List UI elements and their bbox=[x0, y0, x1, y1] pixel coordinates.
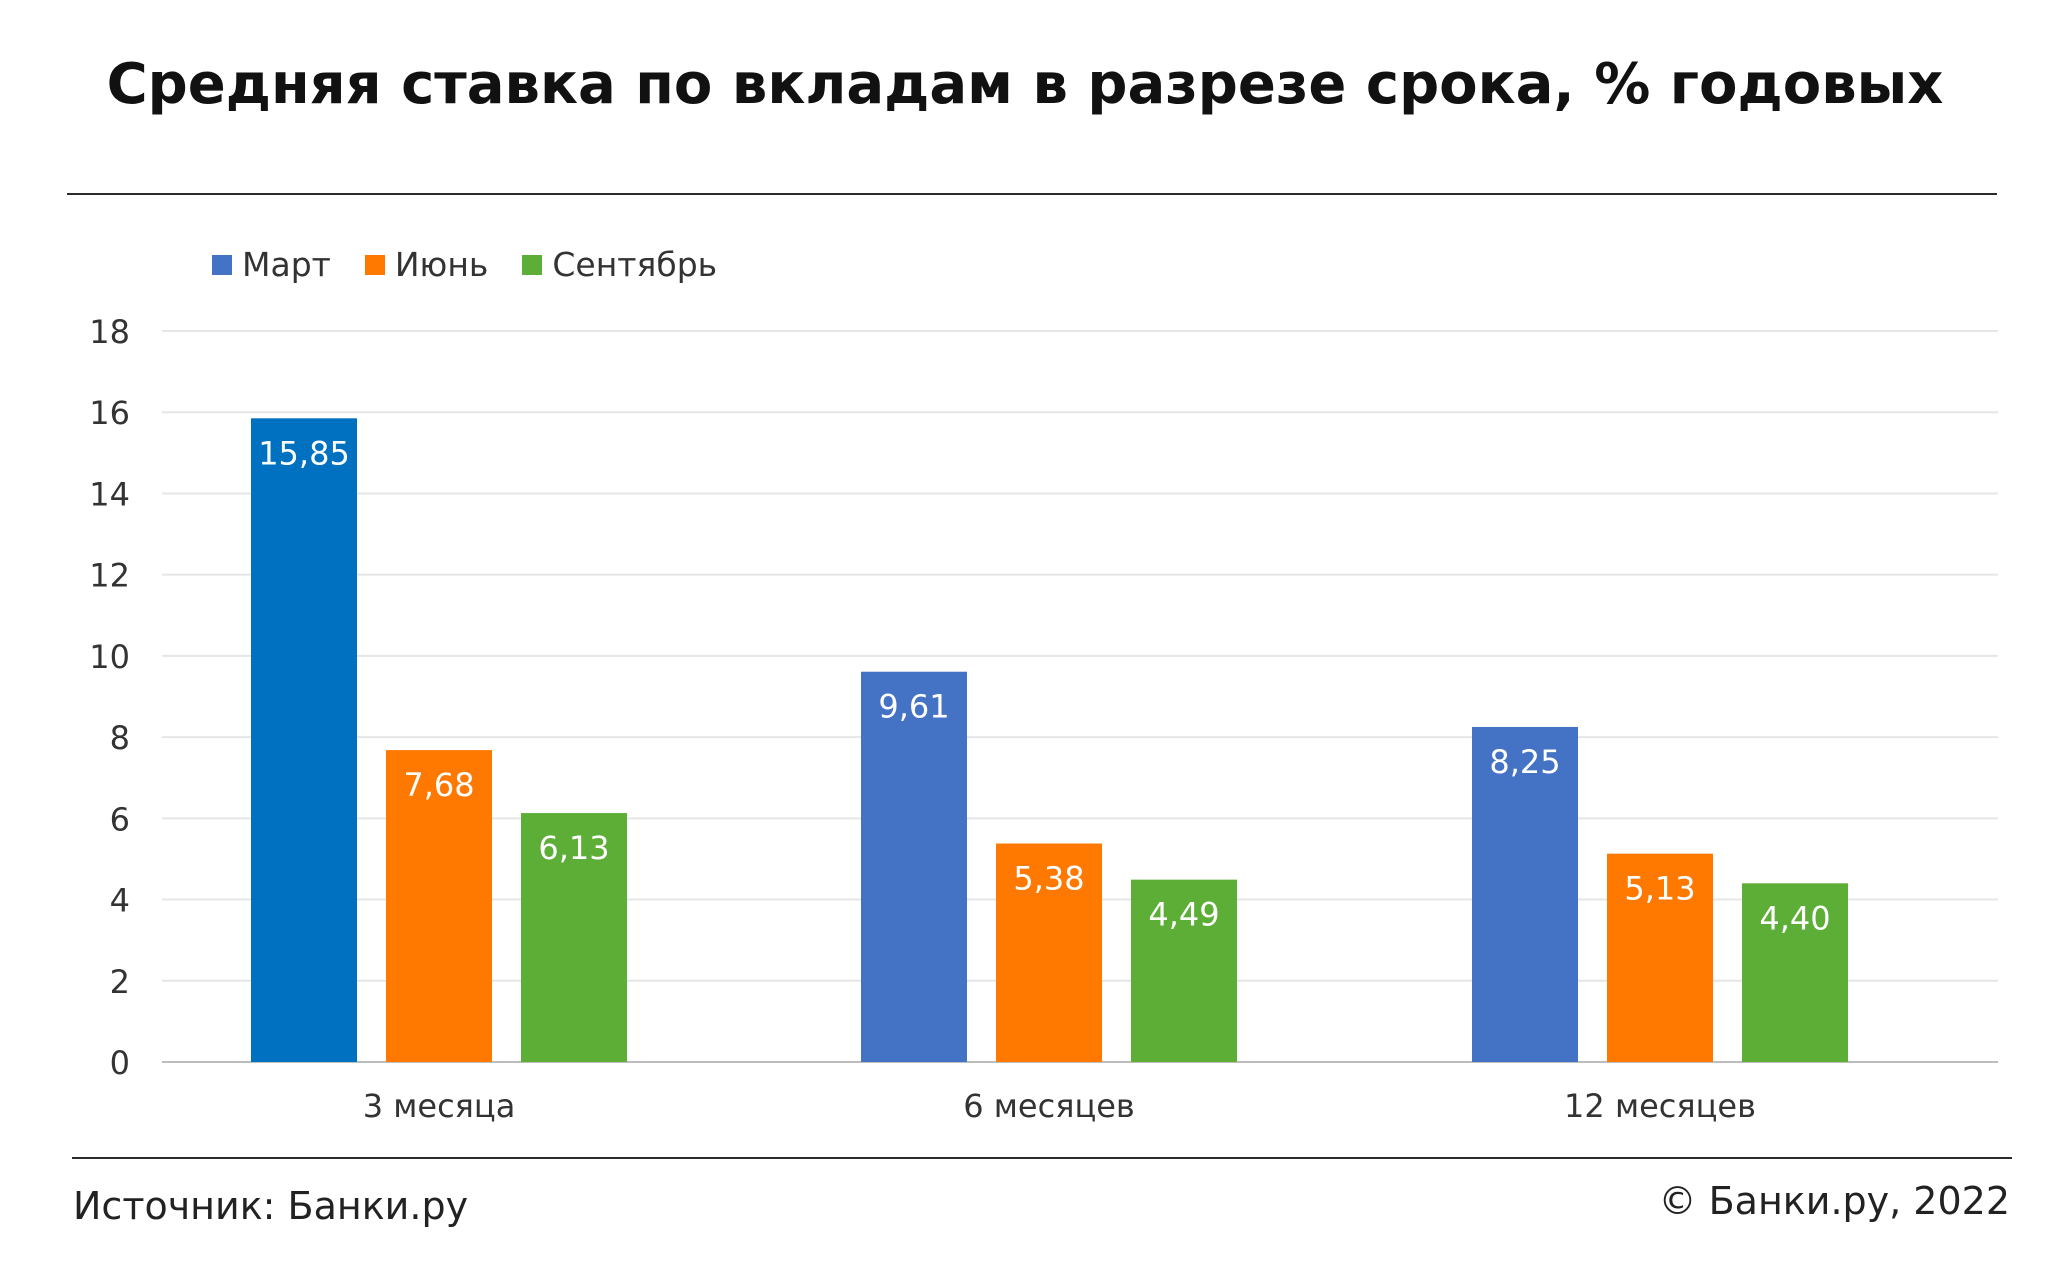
bar-Март-12 месяцев bbox=[1472, 726, 1578, 1062]
bar-Сентябрь-12 месяцев bbox=[1742, 883, 1848, 1062]
data-label-Сентябрь-6 месяцев: 4,49 bbox=[1148, 896, 1219, 934]
legend-swatch-march bbox=[212, 254, 232, 275]
bar-Сентябрь-6 месяцев bbox=[1131, 879, 1237, 1062]
y-tick-label-2: 2 bbox=[110, 963, 130, 1001]
y-tick-label-18: 18 bbox=[89, 313, 130, 351]
bottom-divider bbox=[72, 1157, 2012, 1159]
bar-Июнь-3 месяца bbox=[386, 750, 492, 1062]
data-label-Июнь-3 месяца: 7,68 bbox=[403, 766, 474, 804]
legend-label-june: Июнь bbox=[394, 245, 489, 284]
y-tick-label-6: 6 bbox=[110, 800, 130, 838]
data-label-Сентябрь-3 месяца: 6,13 bbox=[538, 829, 609, 867]
legend-item-june: Июнь bbox=[364, 245, 489, 284]
y-tick-label-10: 10 bbox=[89, 638, 130, 676]
source-note: Источник: Банки.ру bbox=[73, 1184, 469, 1228]
legend-swatch-september bbox=[522, 254, 543, 275]
bar-Сентябрь-3 месяца bbox=[521, 813, 627, 1062]
bar-Март-3 месяца bbox=[251, 418, 357, 1062]
legend: Март Июнь Сентябрь bbox=[212, 245, 717, 284]
y-tick-label-4: 4 bbox=[110, 882, 130, 920]
chart-title: Средняя ставка по вкладам в разрезе срок… bbox=[106, 52, 1944, 117]
data-label-Сентябрь-12 месяцев: 4,40 bbox=[1759, 899, 1830, 937]
x-tick-label-12 месяцев: 12 месяцев bbox=[1564, 1087, 1756, 1125]
x-tick-label-3 месяца: 3 месяца bbox=[363, 1087, 516, 1125]
y-tick-label-8: 8 bbox=[110, 719, 130, 757]
x-tick-label-6 месяцев: 6 месяцев bbox=[963, 1087, 1135, 1125]
data-label-Март-3 месяца: 15,85 bbox=[258, 434, 350, 472]
y-tick-label-0: 0 bbox=[110, 1044, 130, 1082]
bar-Июнь-6 месяцев bbox=[996, 843, 1102, 1062]
top-divider bbox=[67, 193, 1997, 195]
legend-item-march: Март bbox=[212, 245, 331, 284]
data-label-Июнь-6 месяцев: 5,38 bbox=[1013, 860, 1084, 898]
copyright-note: © Банки.ру, 2022 bbox=[1658, 1179, 2010, 1223]
data-label-Март-6 месяцев: 9,61 bbox=[878, 688, 949, 726]
y-tick-label-14: 14 bbox=[89, 475, 130, 513]
y-tick-label-16: 16 bbox=[89, 394, 130, 432]
legend-swatch-june bbox=[364, 254, 385, 275]
legend-label-march: Март bbox=[242, 245, 331, 284]
bar-Март-6 месяцев bbox=[861, 671, 967, 1062]
y-tick-label-12: 12 bbox=[89, 557, 130, 595]
legend-label-september: Сентябрь bbox=[552, 245, 718, 284]
legend-item-september: Сентябрь bbox=[522, 245, 717, 284]
bar-Июнь-12 месяцев bbox=[1607, 853, 1713, 1062]
data-label-Март-12 месяцев: 8,25 bbox=[1489, 743, 1560, 781]
data-label-Июнь-12 месяцев: 5,13 bbox=[1624, 870, 1695, 908]
